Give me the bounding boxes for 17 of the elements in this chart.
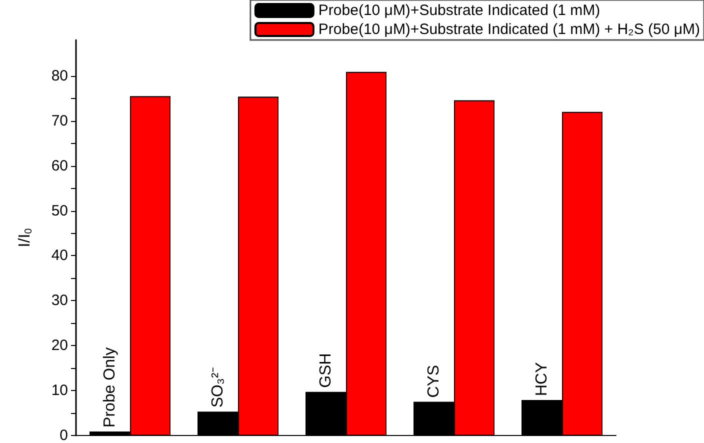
y-tick-label: 40 — [51, 247, 68, 264]
y-tick-label: 20 — [51, 337, 68, 354]
y-tick-label: 50 — [51, 202, 68, 220]
y-axis-title: I/I0 — [16, 228, 34, 248]
y-tick-label: 70 — [51, 112, 68, 130]
y-tick-label: 80 — [51, 67, 68, 84]
x-tick-label: Probe Only — [101, 347, 118, 428]
x-tick-label: SO₃²⁻ — [209, 368, 226, 408]
x-tick-label: GSH — [317, 353, 334, 388]
y-tick-label: 10 — [51, 382, 68, 400]
legend-label: Probe(10 μM)+Substrate Indicated (1 mM) + H₂S (50 μM) — [318, 21, 700, 38]
y-tick-label: 60 — [51, 157, 68, 174]
x-tick-label: CYS — [425, 364, 442, 398]
y-tick-label: 30 — [51, 292, 68, 310]
y-tick-label: 0 — [60, 427, 68, 443]
x-tick-label: HCY — [533, 362, 550, 396]
legend-label: Probe(10 μM)+Substrate Indicated (1 mM) — [318, 2, 600, 19]
